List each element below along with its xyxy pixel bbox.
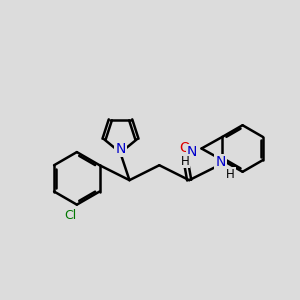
Text: Cl: Cl: [64, 209, 76, 223]
Text: N: N: [115, 142, 126, 156]
Text: H: H: [181, 154, 189, 167]
Text: N: N: [215, 155, 226, 169]
Text: H: H: [226, 168, 235, 181]
Text: N: N: [187, 145, 197, 159]
Text: O: O: [179, 141, 190, 155]
